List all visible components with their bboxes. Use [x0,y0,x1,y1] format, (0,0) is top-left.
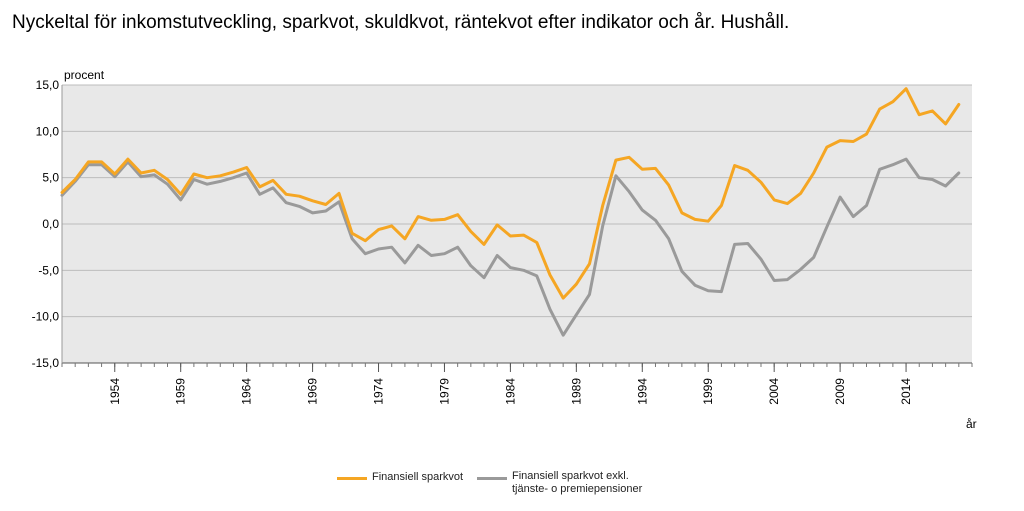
x-tick-label: 2009 [833,378,847,405]
x-tick-label: 1994 [635,378,649,405]
y-axis-label: procent [64,68,105,82]
x-axis: 1954 1959 1964 1969 1974 1979 1984 1989 1994 1999… [108,378,913,405]
x-tick-label: 1974 [372,378,386,405]
y-axis: 15,0 10,0 5,0 0,0 -5,0 -10,0 -15,0 [32,78,60,370]
x-tick-marks [61,85,973,372]
x-tick-label: 1989 [569,378,583,405]
y-tick-label: 10,0 [36,124,60,138]
y-tick-label: 5,0 [42,171,59,185]
series-line-0 [60,87,961,300]
y-tick-label: -10,0 [32,310,60,324]
series-line-1 [60,157,961,337]
x-tick-label: 1959 [174,378,188,405]
series-lines [60,87,961,337]
y-tick-label: -5,0 [38,263,59,277]
x-tick-label: 1979 [437,378,451,405]
y-tick-label: 0,0 [42,217,59,231]
x-tick-label: 1964 [240,378,254,405]
x-tick-label: 1984 [503,378,517,405]
gridlines [62,84,972,364]
x-tick-label: 2004 [767,378,781,405]
x-tick-label: 2014 [899,378,913,405]
y-tick-label: -15,0 [32,356,60,370]
x-tick-label: 1969 [306,378,320,405]
chart-title: Nyckeltal för inkomstutveckling, sparkvo… [12,12,790,33]
x-tick-label: 1954 [108,378,122,405]
x-tick-label: 1999 [701,378,715,405]
x-axis-label: år [966,417,977,431]
y-tick-label: 15,0 [36,78,60,92]
